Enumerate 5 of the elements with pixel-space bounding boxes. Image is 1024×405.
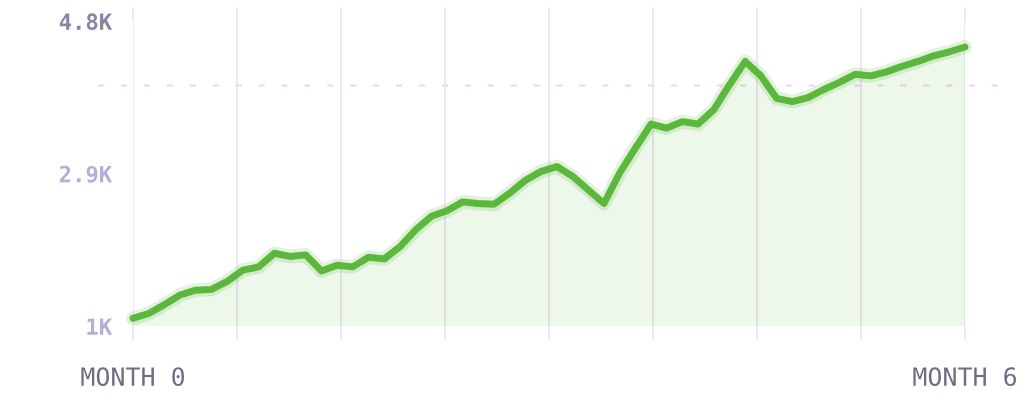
y-tick-label: 1K: [87, 318, 113, 335]
x-tick-label: MONTH 0: [81, 367, 185, 387]
y-tick-label: 4.8K: [59, 13, 113, 31]
x-tick-label: MONTH 6: [913, 367, 1017, 387]
y-tick-label: 2.9K: [59, 165, 113, 183]
